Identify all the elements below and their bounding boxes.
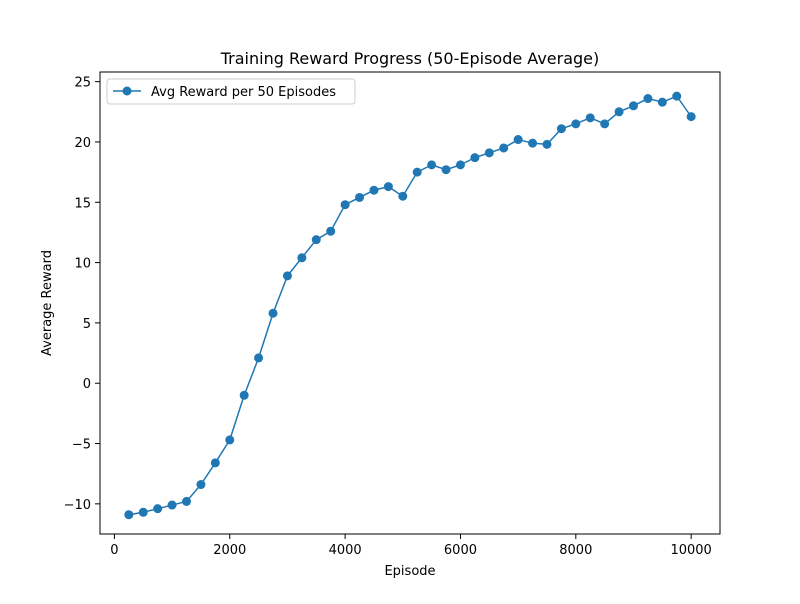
legend-label: Avg Reward per 50 Episodes: [151, 85, 336, 100]
y-axis-ticks: −10 −5 0 5 10 15 20 25: [64, 76, 100, 513]
data-point: [499, 143, 509, 153]
data-point: [412, 167, 422, 177]
data-point: [600, 119, 610, 129]
y-tick-label: 15: [74, 196, 91, 211]
y-tick-label: 20: [74, 136, 91, 151]
data-point: [282, 271, 292, 281]
y-tick-label: 5: [83, 317, 91, 332]
series-line: [128, 95, 692, 516]
data-point: [614, 107, 624, 117]
data-point: [196, 480, 206, 490]
x-tick-label: 10000: [670, 543, 711, 558]
data-point: [326, 226, 336, 236]
data-point: [369, 185, 379, 195]
legend: Avg Reward per 50 Episodes: [106, 78, 356, 105]
data-point: [455, 160, 465, 170]
data-point: [585, 113, 595, 123]
data-point: [484, 148, 494, 158]
data-point: [556, 124, 566, 134]
x-tick-label: 6000: [444, 543, 477, 558]
data-point: [470, 153, 480, 163]
x-tick-label: 2000: [213, 543, 246, 558]
y-tick-label: −5: [72, 438, 91, 453]
data-point: [239, 390, 249, 400]
data-point: [182, 496, 192, 506]
series-layer: [124, 91, 696, 520]
data-point: [225, 435, 235, 445]
x-axis-label: Episode: [384, 564, 435, 579]
data-point: [124, 510, 134, 520]
data-point: [542, 139, 552, 149]
data-point: [441, 165, 451, 175]
data-point: [686, 112, 696, 122]
data-point: [643, 94, 653, 104]
data-point: [628, 101, 638, 111]
data-point: [268, 308, 278, 318]
y-tick-label: 0: [83, 377, 91, 392]
legend-box: [106, 78, 356, 105]
y-tick-label: −10: [64, 498, 91, 513]
data-point: [672, 91, 682, 101]
data-point: [153, 504, 163, 514]
data-point: [513, 135, 523, 145]
y-tick-label: 10: [74, 257, 91, 272]
data-point: [138, 507, 148, 517]
x-tick-label: 0: [110, 543, 118, 558]
data-point: [167, 500, 177, 510]
data-point: [340, 200, 350, 210]
x-tick-label: 4000: [329, 543, 362, 558]
data-point: [398, 191, 408, 201]
data-point: [383, 182, 393, 192]
x-tick-label: 8000: [559, 543, 592, 558]
chart-title: Training Reward Progress (50-Episode Ave…: [220, 49, 600, 68]
y-tick-label: 25: [74, 76, 91, 91]
data-point: [297, 253, 307, 263]
plot-area-frame: [99, 71, 721, 535]
data-point: [210, 458, 220, 468]
data-point: [657, 97, 667, 107]
data-point: [571, 119, 581, 129]
data-point: [528, 138, 538, 148]
data-point: [311, 235, 321, 245]
data-point: [355, 192, 365, 202]
legend-marker: [122, 86, 132, 96]
data-point: [427, 160, 437, 170]
x-axis-ticks: 0 2000 4000 6000 8000 10000: [110, 534, 712, 558]
y-axis-label: Average Reward: [40, 250, 55, 356]
data-point: [254, 353, 264, 363]
